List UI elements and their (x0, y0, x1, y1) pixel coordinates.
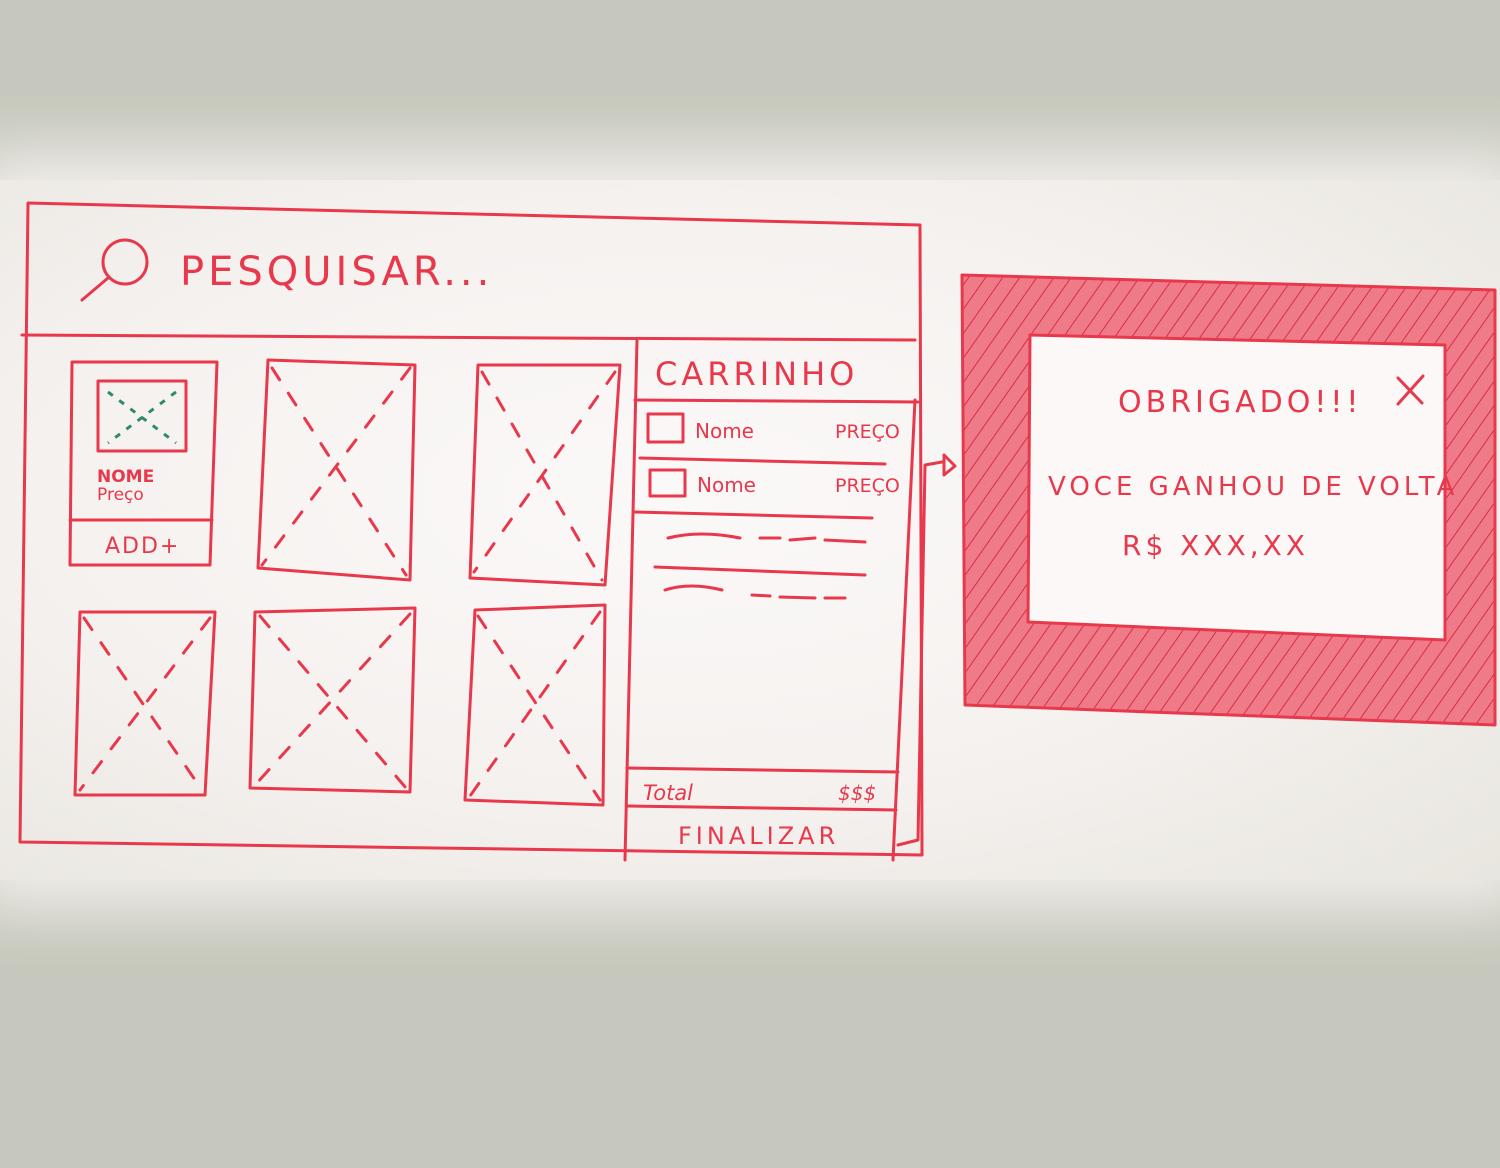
search-bar[interactable]: PESQUISAR... (80, 238, 493, 302)
cart-item-name: Nome (697, 473, 756, 497)
cart-placeholder-lines (653, 532, 867, 600)
cart-item-name: Nome (695, 419, 754, 443)
cart-total-label: Total (643, 781, 693, 805)
cart-item: Nome PREÇO (648, 468, 900, 498)
product-card (468, 363, 622, 587)
modal-title: OBRIGADO!!! (1118, 385, 1362, 420)
close-icon[interactable] (1396, 374, 1425, 406)
cart-item-price: PREÇO (835, 475, 900, 497)
product-card (256, 358, 417, 582)
search-input[interactable]: PESQUISAR... (180, 249, 493, 295)
product-card (463, 603, 607, 807)
cart-title: CARRINHO (655, 355, 858, 393)
product-card: NOME Preço ADD+ (68, 360, 219, 567)
finalize-button[interactable]: FINALIZAR (678, 822, 839, 850)
product-grid: NOME Preço ADD+ (68, 358, 622, 807)
modal-amount: R$ XXX,XX (1122, 529, 1309, 562)
product-image-placeholder (96, 379, 188, 453)
product-card (248, 606, 417, 794)
product-name: NOME (97, 467, 154, 487)
flow-arrow (896, 453, 957, 847)
product-price: Preço (97, 485, 144, 505)
cart-item: Nome PREÇO (646, 412, 900, 444)
cart-panel: CARRINHO Nome PREÇO Nome PREÇO Total $$$… (623, 338, 920, 862)
cart-total-value: $$$ (838, 781, 876, 805)
product-card (73, 610, 217, 797)
add-to-cart-button[interactable]: ADD+ (105, 534, 180, 559)
thank-you-modal: OBRIGADO!!! VOCE GANHOU DE VOLTA R$ XXX,… (960, 273, 1497, 727)
search-icon (80, 238, 149, 302)
cart-item-checkbox[interactable] (646, 412, 685, 444)
cart-item-checkbox[interactable] (648, 468, 687, 498)
app-window (18, 201, 924, 857)
modal-message: VOCE GANHOU DE VOLTA (1048, 472, 1458, 502)
cart-item-price: PREÇO (835, 421, 900, 443)
